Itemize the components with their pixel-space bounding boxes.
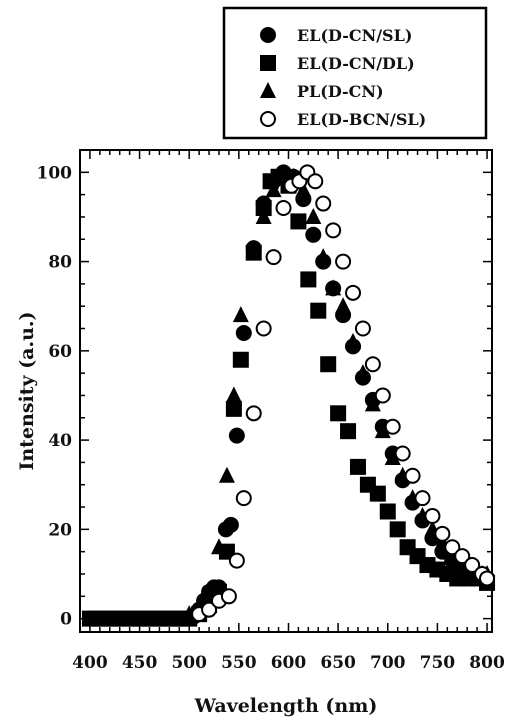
data-point [315,248,332,265]
y-tick-label: 20 [48,520,72,540]
data-point [345,284,362,301]
series-layer [81,164,496,627]
plot-frame [79,149,493,633]
legend-label: EL(D-CN/DL) [297,54,415,73]
x-tick-label: 800 [469,653,505,673]
data-point [369,485,386,502]
data-point [307,173,324,190]
legend-label: EL(D-CN/SL) [297,26,412,45]
data-point [325,222,342,239]
data-point [255,195,272,212]
data-point [330,405,347,422]
data-point [235,324,252,341]
data-point [464,557,481,574]
x-tick-label: 550 [221,653,257,673]
data-point [340,423,357,440]
legend: EL(D-CN/SL) EL(D-CN/DL) PL(D-CN) EL(D-BCN/S… [222,6,488,140]
data-point [265,249,282,266]
legend-marker [260,82,276,98]
data-point [228,552,245,569]
data-point [389,521,406,538]
x-tick-label: 700 [370,653,406,673]
data-point [245,405,262,422]
axis-ticks [80,150,492,632]
data-point [315,195,332,212]
data-point [300,271,317,288]
data-point [354,364,371,381]
x-tick-label: 750 [420,653,456,673]
data-point [310,302,327,319]
legend-marker [260,55,276,71]
data-point [305,226,322,243]
data-point [374,387,391,404]
legend-label: EL(D-BCN/SL) [297,110,426,129]
x-axis-label: Wavelength (nm) [194,695,378,717]
x-tick-label: 450 [122,653,158,673]
x-tick-label: 500 [171,653,207,673]
data-point [255,320,272,337]
data-point [374,422,391,439]
data-point [335,297,352,314]
data-point [345,332,362,349]
data-point [218,466,235,483]
data-point [384,448,401,465]
data-point [222,516,239,533]
y-tick-label: 60 [48,342,72,362]
data-point [364,356,381,373]
y-tick-label: 80 [48,253,72,273]
data-point [404,467,421,484]
data-point [349,458,366,475]
data-point [479,570,496,587]
y-axis-label: Intensity (a.u.) [16,311,38,470]
data-point [394,445,411,462]
data-point [201,601,218,618]
data-point [225,386,242,403]
data-point [275,200,292,217]
data-point [235,490,252,507]
data-point [379,503,396,520]
data-point [245,243,262,260]
series-filled-square [81,168,496,627]
data-point [225,400,242,417]
data-point [210,538,227,555]
x-tick-label: 600 [271,653,307,673]
data-point [384,418,401,435]
data-point [320,356,337,373]
legend-marker [260,111,276,127]
legend-label: PL(D-CN) [297,82,384,101]
data-point [305,207,322,224]
data-point [434,525,451,542]
data-point [255,207,272,224]
data-point [444,539,461,556]
series-open-circle [191,164,496,623]
data-point [364,395,381,412]
y-tick-label: 100 [37,163,73,183]
data-point [290,213,307,230]
y-tick-label: 40 [48,431,72,451]
legend-marker [260,27,276,43]
data-point [220,588,237,605]
data-point [335,253,352,270]
data-point [424,507,441,524]
data-point [454,548,471,565]
data-point [414,490,431,507]
data-point [295,181,312,198]
data-point [232,306,249,323]
data-point [265,181,282,198]
data-point [354,320,371,337]
data-point [228,427,245,444]
tick-labels: 400 450 500 550 600 650 700 750 800 0 20 40 60 80 100 [37,163,505,673]
data-point [232,351,249,368]
x-tick-label: 650 [320,653,356,673]
x-tick-label: 400 [72,653,108,673]
y-tick-label: 0 [60,610,72,630]
data-point [325,279,342,296]
